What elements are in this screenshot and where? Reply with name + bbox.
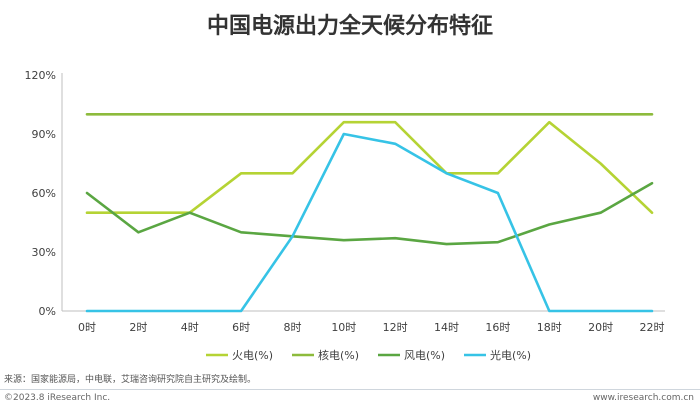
x-tick-label: 22时 [640,321,665,334]
chart-title: 中国电源出力全天候分布特征 [206,14,493,39]
x-tick-label: 8时 [283,321,301,334]
y-tick-label: 30% [32,246,56,259]
x-tick-label: 10时 [331,321,356,334]
x-tick-label: 12时 [383,321,408,334]
x-tick-label: 14时 [434,321,459,334]
copyright-text: ©2023.8 iResearch Inc. [4,393,111,403]
x-tick-label: 16时 [485,321,510,334]
x-tick-label: 18时 [537,321,562,334]
legend-label: 核电(%) [318,348,359,362]
legend-label: 火电(%) [232,349,273,362]
x-tick-label: 2时 [129,321,147,334]
series-line [85,120,654,214]
series-line [85,132,654,313]
x-tick-label: 4时 [181,321,199,334]
x-tick-label: 0时 [78,321,96,334]
footer-divider [0,389,700,390]
website-url: www.iresearch.com.cn [592,393,694,403]
y-tick-label: 60% [32,187,56,200]
y-tick-label: 90% [32,128,56,141]
legend-label: 光电(%) [490,348,531,362]
x-tick-label: 20时 [588,321,613,334]
series-line [85,181,654,246]
x-tick-label: 6时 [232,321,250,334]
legend-label: 风电(%) [404,349,445,362]
y-tick-label: 0% [39,305,56,318]
source-note: 来源：国家能源局，中电联，艾瑞咨询研究院自主研究及绘制。 [4,375,257,385]
y-tick-label: 120% [25,69,56,82]
